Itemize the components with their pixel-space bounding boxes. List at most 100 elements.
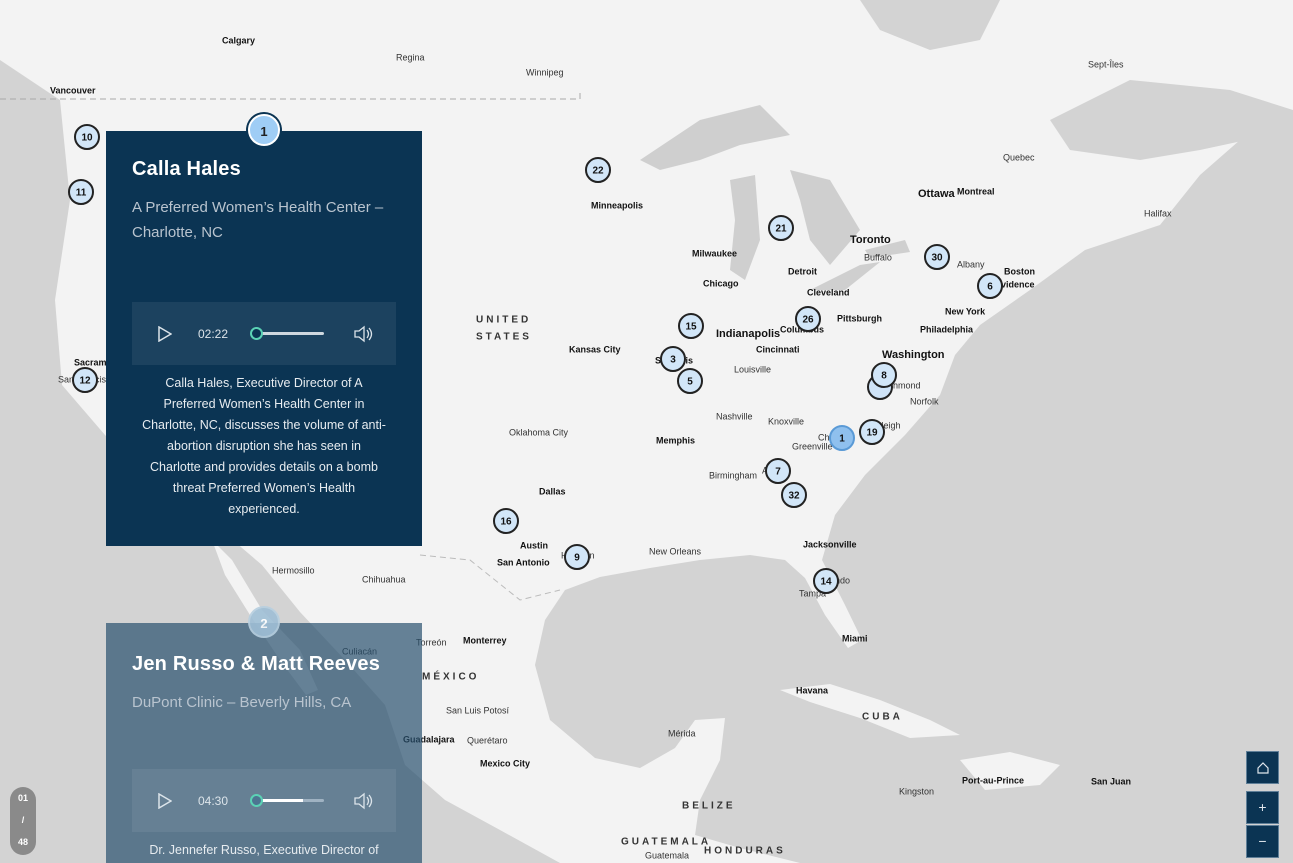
- marker[interactable]: 32: [781, 482, 807, 508]
- marker[interactable]: 8: [871, 362, 897, 388]
- markers: 10 11 12 22 21 30 6 15 26 35 8 19 1 7 32 16 9 14: [68, 124, 1003, 594]
- marker[interactable]: 9: [564, 544, 590, 570]
- marker-label: 30: [931, 253, 943, 264]
- place-label: Chihuahua: [362, 574, 406, 584]
- progress-bar[interactable]: [250, 794, 324, 807]
- hispaniola: [960, 752, 1060, 790]
- marker-label: 6: [987, 282, 993, 293]
- marker[interactable]: 30: [924, 244, 950, 270]
- story-number[interactable]: 2: [248, 606, 280, 638]
- marker-label: 26: [802, 315, 814, 326]
- marker[interactable]: 21: [768, 215, 794, 241]
- place-label: Washington: [882, 349, 945, 361]
- place-label: Greenville: [792, 441, 833, 451]
- cuba: [780, 684, 960, 738]
- place-label: Sacramento: [74, 357, 126, 367]
- marker-circle: [795, 306, 821, 332]
- place-label: Tampa: [799, 588, 826, 598]
- place-label: San Luis Potosí: [446, 705, 510, 715]
- marker-label: 7: [775, 467, 781, 478]
- zoom-out[interactable]: −: [1246, 825, 1279, 858]
- marker[interactable]: 12: [72, 367, 98, 393]
- marker[interactable]: 6: [977, 273, 1003, 299]
- story-title: Calla Hales: [132, 158, 241, 180]
- marker-label: 9: [574, 553, 580, 564]
- story-subtitle: DuPont Clinic – Beverly Hills, CA: [132, 694, 352, 711]
- duration: 02:22: [198, 327, 229, 341]
- place-label: Toronto: [850, 234, 891, 246]
- marker-circle: [72, 367, 98, 393]
- marker-label: 5: [687, 377, 693, 388]
- place-label: Milwaukee: [692, 248, 737, 258]
- lake-ontario: [865, 240, 910, 258]
- place-label: New York: [945, 306, 986, 316]
- marker-label: 15: [685, 322, 697, 333]
- home-button[interactable]: [1246, 751, 1279, 784]
- lake-erie: [810, 262, 880, 290]
- place-label: Knoxville: [768, 416, 804, 426]
- marker[interactable]: 26: [795, 306, 821, 332]
- marker[interactable]: 11: [68, 179, 94, 205]
- marker-circle: [585, 157, 611, 183]
- marker-circle: [859, 419, 885, 445]
- current: 01: [17, 793, 28, 803]
- marker-label: 10: [81, 133, 93, 144]
- audio-player: 02:22: [132, 302, 396, 365]
- place-label: Miami: [842, 633, 868, 643]
- place-label: Havana: [796, 685, 829, 695]
- marker-circle: [74, 124, 100, 150]
- marker[interactable]: 10: [74, 124, 100, 150]
- place-label: Hermosillo: [272, 565, 315, 575]
- marker[interactable]: 19: [859, 419, 885, 445]
- separator: /: [21, 815, 25, 825]
- marker-circle: [564, 544, 590, 570]
- marker[interactable]: 3: [660, 346, 686, 372]
- play-button[interactable]: [158, 326, 172, 342]
- volume-button[interactable]: [354, 325, 374, 343]
- gulf-st-lawrence: [1050, 80, 1293, 160]
- place-label: Nashville: [716, 411, 753, 421]
- place-label: Birmingham: [709, 470, 757, 480]
- marker-label: 3: [670, 355, 676, 366]
- marker-circle: [660, 346, 686, 372]
- place-label: Port-au-Prince: [962, 775, 1024, 785]
- marker-label: 11: [76, 188, 87, 199]
- marker[interactable]: 16: [493, 508, 519, 534]
- place-label: MÉXICO: [422, 670, 479, 683]
- lake-michigan: [730, 175, 760, 280]
- place-label: Providence: [986, 279, 1035, 289]
- marker-circle: [924, 244, 950, 270]
- story-number[interactable]: 1: [248, 114, 280, 146]
- marker-circle: [813, 568, 839, 594]
- lake-superior: [640, 105, 790, 170]
- place-label: GUATEMALA: [621, 837, 711, 848]
- place-label: Mérida: [668, 728, 696, 738]
- story-description: Calla Hales, Executive Director of A Pre…: [142, 376, 386, 516]
- marker-circle: [829, 425, 855, 451]
- place-label: Kingston: [899, 786, 934, 796]
- marker[interactable]: 22: [585, 157, 611, 183]
- story-counter: 01 / 48: [10, 787, 36, 855]
- progress-bar[interactable]: [250, 327, 324, 340]
- place-label: Vancouver: [50, 85, 96, 95]
- place-label: Querétaro: [467, 735, 508, 745]
- play-button[interactable]: [158, 793, 172, 809]
- place-label: Louisville: [734, 364, 771, 374]
- story-card[interactable]: Jen Russo & Matt Reeves DuPont Clinic – …: [106, 623, 422, 863]
- story-subtitle: A Preferred Women’s Health Center – Char…: [132, 199, 384, 241]
- marker[interactable]: 7: [765, 458, 791, 484]
- place-label: Ottawa: [918, 188, 956, 200]
- marker[interactable]: 1: [829, 425, 855, 451]
- marker[interactable]: 14: [813, 568, 839, 594]
- marker[interactable]: 15: [678, 313, 704, 339]
- zoom-in[interactable]: +: [1246, 791, 1279, 824]
- place-label: Guadalajara: [403, 734, 456, 744]
- marker[interactable]: 5: [677, 368, 703, 394]
- place-label: BELIZE: [682, 801, 736, 812]
- place-label: Jacksonville: [803, 539, 857, 549]
- place-label: Minneapolis: [591, 200, 643, 210]
- place-label: Buffalo: [864, 252, 892, 262]
- volume-button[interactable]: [354, 792, 374, 810]
- story-card[interactable]: Calla Hales A Preferred Women’s Health C…: [106, 131, 422, 546]
- place-label: Indianapolis: [716, 328, 780, 340]
